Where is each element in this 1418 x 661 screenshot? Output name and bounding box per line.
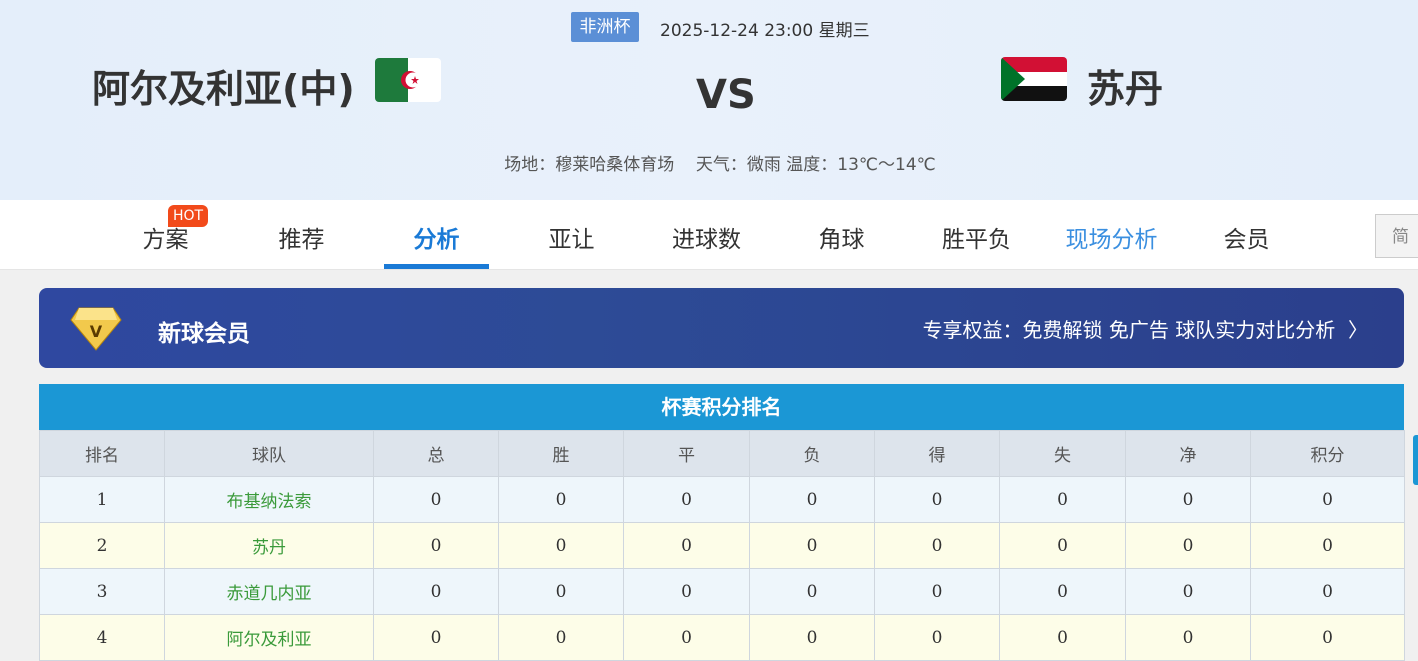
table-cell: 0 (874, 522, 1000, 569)
chevron-right-icon: 〉 (1348, 318, 1368, 342)
tab-analysis[interactable]: 分析 (413, 227, 460, 253)
column-header: 得 (874, 430, 1000, 477)
table-cell: 2 (39, 522, 165, 569)
column-header: 失 (999, 430, 1126, 477)
table-cell: 1 (39, 476, 165, 523)
tab-plans[interactable]: 方案 (142, 227, 189, 253)
match-info: 场地：穆莱哈桑体育场 天气：微雨 温度：13℃～14℃ (0, 150, 1418, 175)
column-header: 平 (623, 430, 750, 477)
column-header: 球队 (164, 430, 374, 477)
table-cell: 0 (999, 522, 1126, 569)
table-cell: 0 (373, 614, 499, 661)
algeria-flag-icon (375, 58, 441, 102)
home-team-name[interactable]: 阿尔及利亚(中) (92, 67, 355, 111)
table-cell: 0 (623, 522, 750, 569)
table-row: 2 苏丹 0 0 0 0 0 0 0 0 (39, 522, 1405, 569)
team-name-link[interactable]: 阿尔及利亚 (164, 614, 374, 661)
hot-badge: HOT (168, 205, 208, 227)
tab-membership[interactable]: 会员 (1223, 227, 1270, 253)
table-cell: 3 (39, 568, 165, 615)
table-cell: 0 (749, 568, 875, 615)
table-cell: 0 (1125, 614, 1251, 661)
standings-table: 排名 球队总胜平负得失净积分 1 布基纳法索 0 0 0 0 0 0 0 0 2 苏丹 0 0 0 0 0 0 0 0 3… (39, 430, 1405, 661)
table-cell: 0 (1250, 476, 1405, 523)
match-header: 非洲杯 2025-12-24 23:00 星期三 阿尔及利亚(中) VS 苏丹 … (0, 0, 1418, 200)
venue: 场地：穆莱哈桑体育场 (504, 155, 675, 175)
tab-corners[interactable]: 角球 (818, 227, 865, 253)
active-tab-underline (384, 264, 489, 269)
table-row: 3 赤道几内亚 0 0 0 0 0 0 0 0 (39, 568, 1405, 615)
banner-title: 新球会员 (158, 321, 250, 347)
tab-1x2[interactable]: 胜平负 (942, 227, 1011, 253)
table-row: 4 阿尔及利亚 0 0 0 0 0 0 0 0 (39, 614, 1405, 661)
table-cell: 0 (999, 614, 1126, 661)
match-datetime: 2025-12-24 23:00 星期三 (660, 21, 870, 41)
column-header: 排名 (39, 430, 165, 477)
table-cell: 0 (498, 614, 624, 661)
table-cell: 0 (999, 568, 1126, 615)
table-cell: 0 (1125, 522, 1251, 569)
language-toggle-button[interactable]: 简 (1375, 214, 1418, 258)
column-header: 净 (1125, 430, 1251, 477)
vs-label: VS (696, 72, 756, 118)
column-header: 总 (373, 430, 499, 477)
standings-title: 杯赛积分排名 (39, 384, 1404, 430)
table-cell: 0 (999, 476, 1126, 523)
table-cell: 0 (1250, 568, 1405, 615)
column-header: 负 (749, 430, 875, 477)
team-name-link[interactable]: 赤道几内亚 (164, 568, 374, 615)
column-header: 胜 (498, 430, 624, 477)
table-cell: 4 (39, 614, 165, 661)
table-cell: 0 (1250, 614, 1405, 661)
table-cell: 0 (749, 522, 875, 569)
table-cell: 0 (623, 568, 750, 615)
table-cell: 0 (373, 522, 499, 569)
team-name-link[interactable]: 苏丹 (164, 522, 374, 569)
tab-bar: 方案 推荐 分析 亚让 进球数 角球 胜平负 现场分析 会员 (0, 200, 1418, 270)
scrollbar-handle[interactable] (1413, 435, 1418, 485)
table-cell: 0 (373, 476, 499, 523)
table-cell: 0 (623, 614, 750, 661)
table-cell: 0 (1125, 568, 1251, 615)
tab-asian-handicap[interactable]: 亚让 (548, 227, 595, 253)
table-cell: 0 (1125, 476, 1251, 523)
table-cell: 0 (498, 522, 624, 569)
table-cell: 0 (623, 476, 750, 523)
table-cell: 0 (498, 476, 624, 523)
table-cell: 0 (874, 614, 1000, 661)
sudan-flag-icon (1001, 57, 1067, 101)
table-cell: 0 (749, 614, 875, 661)
away-team-name[interactable]: 苏丹 (1087, 67, 1164, 111)
banner-benefits-link[interactable]: 专享权益：免费解锁 免广告 球队实力对比分析 〉 (923, 314, 1368, 343)
membership-banner[interactable]: V 新球会员 专享权益：免费解锁 免广告 球队实力对比分析 〉 (39, 288, 1404, 368)
banner-benefits: 专享权益：免费解锁 免广告 球队实力对比分析 (922, 318, 1336, 342)
svg-text:V: V (90, 322, 103, 341)
column-header: 积分 (1250, 430, 1405, 477)
table-cell: 0 (749, 476, 875, 523)
table-cell: 0 (373, 568, 499, 615)
competition-badge[interactable]: 非洲杯 (571, 12, 639, 42)
table-cell: 0 (874, 476, 1000, 523)
team-name-link[interactable]: 布基纳法索 (164, 476, 374, 523)
tab-live-analysis[interactable]: 现场分析 (1065, 227, 1158, 253)
diamond-v-icon: V (70, 307, 122, 351)
table-row: 1 布基纳法索 0 0 0 0 0 0 0 0 (39, 476, 1405, 523)
table-cell: 0 (498, 568, 624, 615)
table-header-row: 排名 球队总胜平负得失净积分 (39, 430, 1405, 477)
weather: 天气：微雨 温度：13℃～14℃ (695, 155, 936, 175)
tab-goals[interactable]: 进球数 (672, 227, 741, 253)
table-cell: 0 (1250, 522, 1405, 569)
table-cell: 0 (874, 568, 1000, 615)
tab-recommend[interactable]: 推荐 (278, 227, 325, 253)
